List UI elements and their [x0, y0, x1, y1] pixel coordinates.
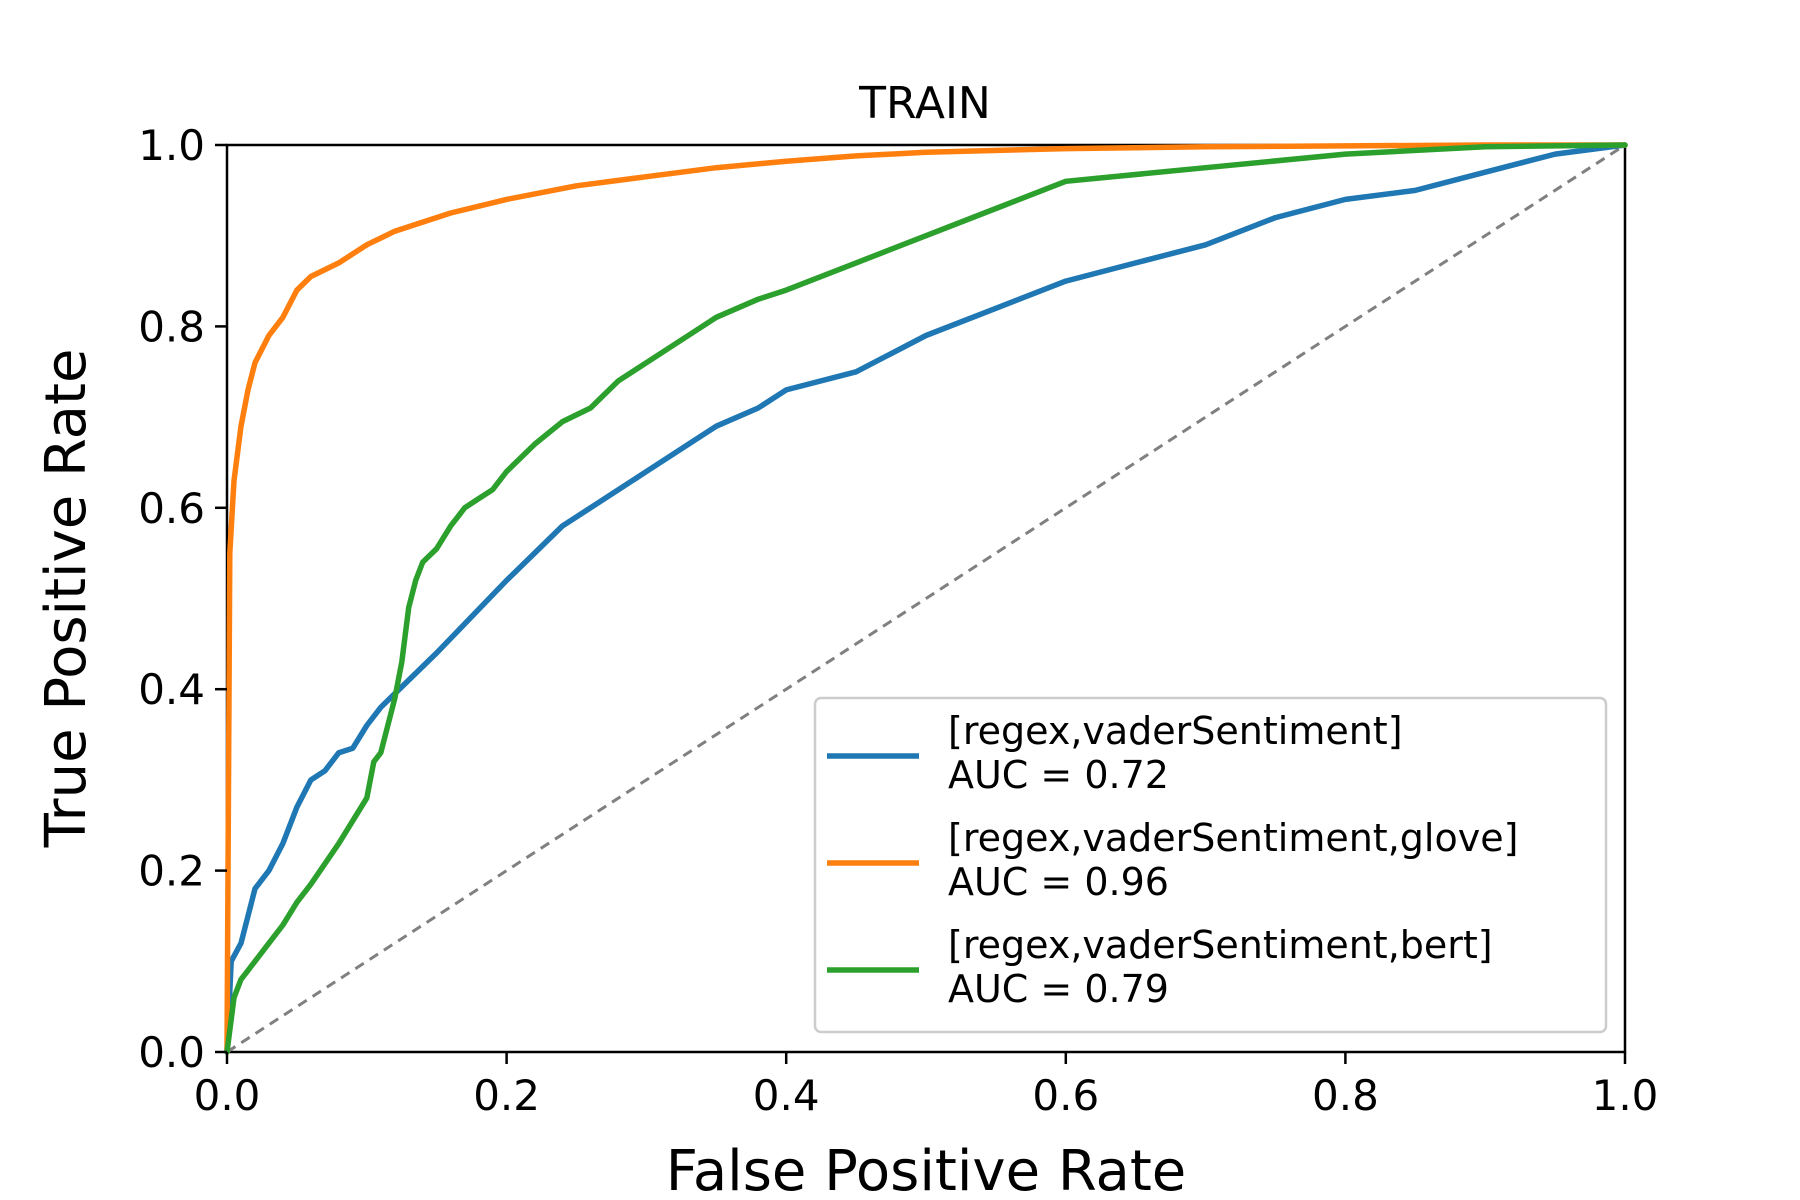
x-axis-label: False Positive Rate	[666, 1139, 1186, 1200]
series-line-2	[224, 142, 1628, 1055]
y-tick-label: 0.6	[138, 484, 205, 533]
data-layer	[224, 142, 1628, 1055]
x-tick-label: 0.8	[1312, 1071, 1379, 1120]
legend-auc-label: AUC = 0.96	[948, 860, 1169, 904]
legend-auc-label: AUC = 0.79	[948, 967, 1169, 1011]
legend: [regex,vaderSentiment]AUC = 0.72 [regex,v…	[813, 696, 1608, 1034]
series-line-1	[224, 142, 1628, 1055]
legend-series-name: [regex,vaderSentiment]	[948, 709, 1403, 753]
y-tick-label: 0.8	[138, 302, 205, 351]
legend-auc-label: AUC = 0.72	[948, 753, 1169, 797]
x-tick-label: 0.2	[473, 1071, 540, 1120]
legend-series-name: [regex,vaderSentiment,glove]	[948, 816, 1518, 860]
y-axis-label: True Positive Rate	[34, 349, 99, 849]
reference-diagonal-line	[226, 143, 1626, 1054]
x-tick-label: 0.4	[753, 1071, 820, 1120]
y-tick-label: 0.4	[138, 665, 205, 714]
y-axis-ticks: 0.0 0.2 0.4 0.6 0.8 1.0	[138, 121, 227, 1077]
x-tick-label: 0.6	[1032, 1071, 1099, 1120]
chart-title: TRAIN	[858, 78, 991, 129]
legend-series-name: [regex,vaderSentiment,bert]	[948, 923, 1493, 967]
legend-box	[813, 696, 1608, 1034]
y-tick-label: 0.0	[138, 1028, 205, 1077]
x-axis-ticks: 0.0 0.2 0.4 0.6 0.8 1.0	[194, 1052, 1659, 1120]
x-tick-label: 1.0	[1592, 1071, 1659, 1120]
x-tick-label: 0.0	[194, 1071, 261, 1120]
series-line-3	[224, 142, 1628, 1055]
y-tick-label: 0.2	[138, 847, 205, 896]
y-tick-label: 1.0	[138, 121, 205, 170]
